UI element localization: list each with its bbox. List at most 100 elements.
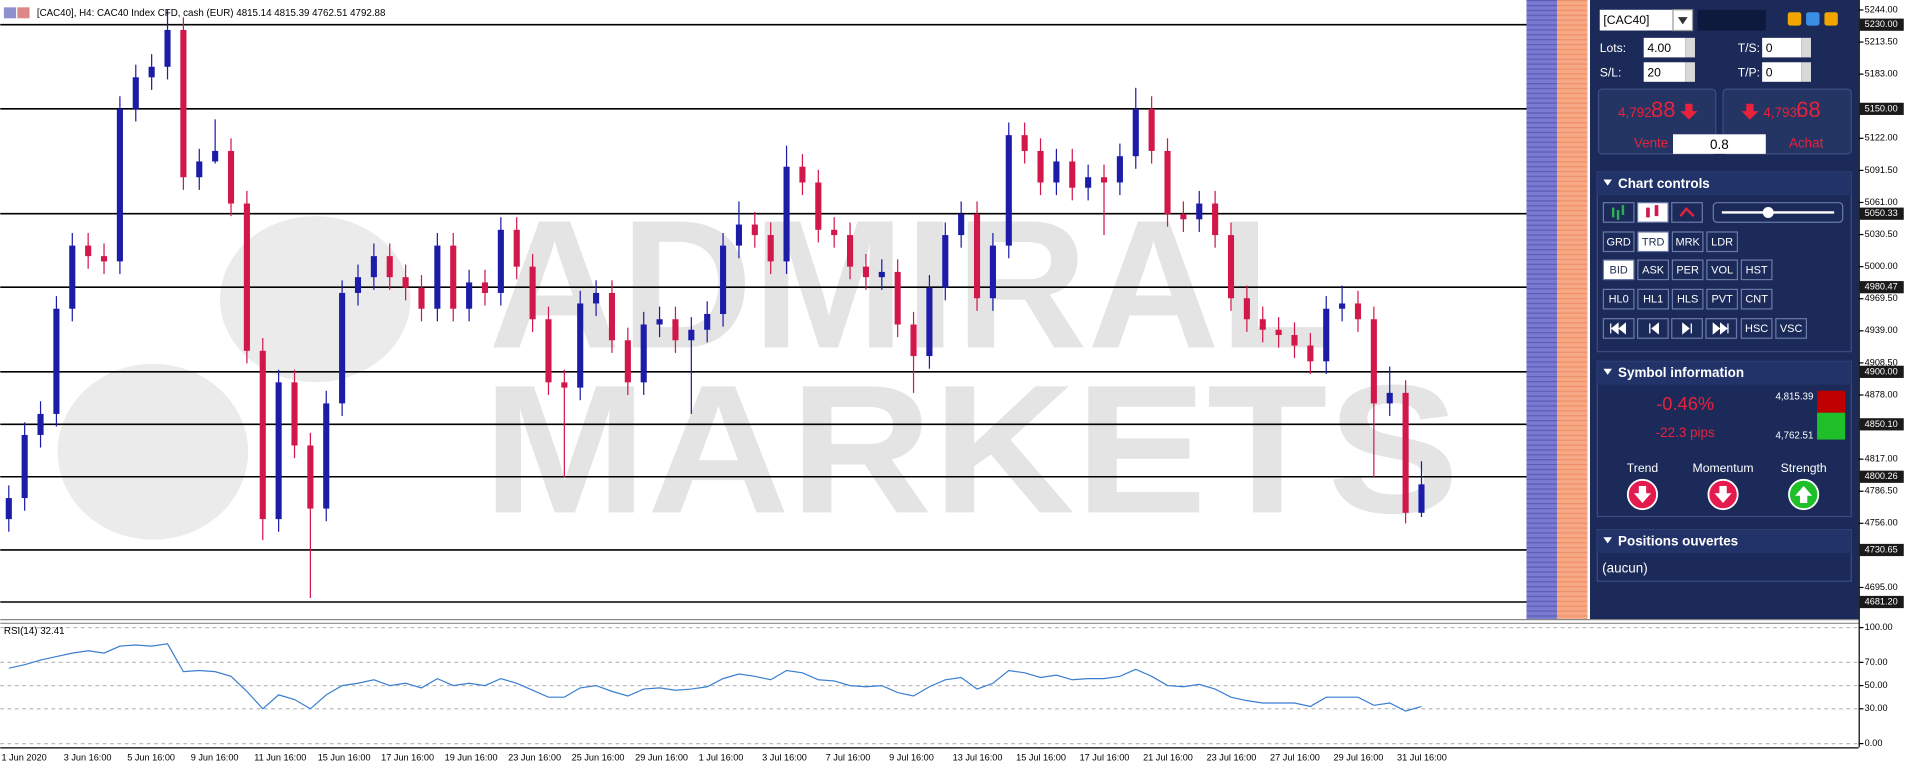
candle-body: [5, 498, 12, 520]
candle-body: [227, 150, 235, 204]
x-tick-label: 11 Jun 16:00: [254, 753, 306, 763]
candle-body: [212, 150, 219, 162]
candle-body: [608, 292, 616, 341]
candle-body: [1148, 108, 1155, 151]
candle-body: [1100, 177, 1108, 183]
control-button[interactable]: [1602, 288, 1635, 310]
icon: [1611, 205, 1625, 220]
icon-button[interactable]: [1806, 12, 1820, 26]
input[interactable]: [1643, 37, 1686, 58]
buy-arrow: [1741, 103, 1759, 120]
control-button[interactable]: [1671, 288, 1704, 310]
candle-body: [1275, 329, 1282, 336]
symbol-select[interactable]: [1599, 9, 1673, 31]
candle-body: [624, 340, 631, 383]
sell-price: 4,792.: [1618, 105, 1655, 120]
icon-button[interactable]: [1671, 202, 1703, 223]
spinner[interactable]: [1685, 62, 1695, 82]
candle-body: [529, 266, 536, 320]
candle-body: [910, 324, 917, 357]
control-button[interactable]: [1637, 259, 1670, 281]
y-tick-label: 5030.50: [1865, 229, 1898, 239]
candle-body: [275, 382, 282, 520]
collapse-icon: [1603, 179, 1612, 186]
candle-body: [720, 245, 727, 314]
y-tick-label: 4908.50: [1865, 357, 1898, 367]
section-header[interactable]: [1597, 529, 1852, 554]
spinner[interactable]: [1685, 37, 1695, 58]
candle-body: [1164, 150, 1171, 215]
level-label: 5050.33: [1865, 208, 1898, 218]
candle-body: [1085, 177, 1092, 188]
x-tick-label: 5 Jun 16:00: [127, 753, 175, 763]
control-button[interactable]: [1602, 259, 1635, 281]
level-label-bg: [1859, 102, 1904, 115]
input[interactable]: [1762, 37, 1802, 58]
control-button[interactable]: [1671, 259, 1704, 281]
control-button[interactable]: [1671, 231, 1704, 253]
candle-body: [704, 313, 711, 330]
x-tick-label: 9 Jun 16:00: [191, 753, 239, 763]
control-button-label: GRD: [1606, 236, 1630, 248]
level-label: 4681.20: [1865, 596, 1898, 606]
control-button[interactable]: [1706, 288, 1739, 310]
control-button-label: HSC: [1745, 323, 1768, 335]
candle-body: [402, 277, 409, 288]
slider-knob[interactable]: [1762, 206, 1774, 218]
candle-body: [688, 329, 695, 341]
candle-body: [973, 214, 981, 299]
candle-body: [466, 282, 473, 309]
candle-body: [878, 271, 885, 278]
positions-content: (aucun): [1602, 561, 1648, 576]
candle-body: [561, 382, 568, 388]
control-button[interactable]: [1637, 288, 1670, 310]
candle-body: [1069, 161, 1076, 188]
control-button[interactable]: [1637, 231, 1670, 253]
candle-body: [1227, 235, 1235, 299]
x-tick-label: 9 Jul 16:00: [889, 753, 934, 763]
level-label-bg: [1859, 418, 1904, 431]
sell-label: Vente: [1634, 136, 1668, 151]
indicator-label: Momentum: [1693, 461, 1754, 475]
input[interactable]: [1643, 62, 1686, 82]
x-tick-label: 1 Jul 16:00: [699, 753, 744, 763]
control-button[interactable]: [1740, 318, 1773, 339]
candle-body: [862, 266, 869, 278]
control-button-label: VSC: [1780, 323, 1803, 335]
y-tick-label: 4695.00: [1865, 582, 1898, 592]
control-button[interactable]: [1706, 231, 1739, 253]
spinner[interactable]: [1801, 37, 1811, 58]
candle-body: [1037, 150, 1044, 183]
candle-body: [894, 271, 901, 325]
control-button[interactable]: [1740, 259, 1773, 281]
candle-body: [799, 166, 806, 183]
section-header[interactable]: [1597, 361, 1852, 385]
zone-band: [1557, 0, 1588, 620]
candle-body: [21, 434, 28, 499]
candle-body: [69, 245, 76, 309]
x-tick-label: 15 Jul 16:00: [1016, 753, 1066, 763]
icon-button[interactable]: [1636, 202, 1669, 223]
sell-pips: 88: [1651, 97, 1675, 122]
control-button[interactable]: [1706, 259, 1739, 281]
candle-body: [656, 319, 663, 325]
input[interactable]: [1697, 9, 1766, 31]
input[interactable]: [1762, 62, 1802, 82]
candle-body: [767, 235, 774, 262]
candle-body: [831, 229, 838, 236]
control-button[interactable]: [1602, 231, 1635, 253]
section-header[interactable]: [1597, 172, 1852, 196]
icon-button[interactable]: [1824, 12, 1838, 26]
x-tick-label: 29 Jul 16:00: [1334, 753, 1384, 763]
candle-body: [1116, 156, 1123, 183]
candle-body: [1386, 392, 1393, 404]
indicator-line: [8, 643, 1422, 712]
label: T/S:: [1738, 41, 1760, 55]
candle-body: [942, 235, 949, 288]
spinner[interactable]: [1801, 62, 1811, 82]
y-tick-label: 30.00: [1865, 703, 1888, 713]
icon-button[interactable]: [1787, 12, 1802, 26]
control-button[interactable]: [1775, 318, 1808, 339]
y-tick-label: 5213.50: [1865, 36, 1898, 46]
control-button[interactable]: [1740, 288, 1773, 310]
